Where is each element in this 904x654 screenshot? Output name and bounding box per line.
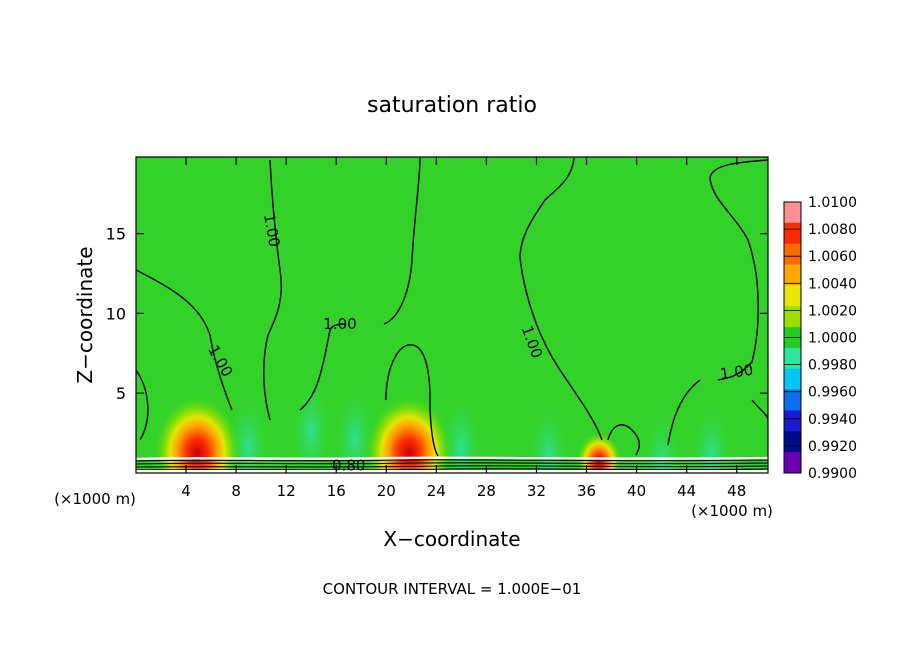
contour-label: 1.00 [323,315,356,333]
colorbar-label: 1.0100 [808,195,857,211]
x-tick-label: 16 [327,482,346,500]
y-axis-ticks: 5 10 15 [106,225,768,403]
colorbar-label: 0.9920 [808,439,857,455]
colorbar-swatch [784,452,801,474]
subsaturated-plume [289,354,334,465]
colorbar-label: 1.0020 [808,303,857,319]
contour-line [136,269,233,411]
colorbar-label: 0.9900 [808,466,857,482]
surface-contour [136,459,768,462]
contour-line [667,379,701,446]
colorbar-swatch [784,202,801,224]
contour-line [385,344,439,457]
y-axis-label: Z−coordinate [73,246,97,383]
chart-title: saturation ratio [367,93,537,118]
y-tick-label: 15 [106,225,126,244]
contour-line [709,159,768,381]
contour-line [136,369,149,441]
contour-label: 0.80 [332,456,365,474]
colorbar: 1.0100 1.0080 1.0060 1.0040 1.0020 1.0000 0.99… [783,195,857,482]
contour-line [383,157,421,325]
y-tick-label: 10 [106,304,126,323]
surface-band [136,470,768,473]
x-tick-label: 40 [627,482,646,500]
surface-contours [136,456,768,473]
x-tick-label: 24 [427,482,446,500]
hotspot [575,425,623,473]
contour-interval-note: CONTOUR INTERVAL = 1.000E−01 [323,580,582,598]
colorbar-label: 1.0060 [808,249,857,265]
x-tick-label: 36 [577,482,596,500]
surface-contour [136,468,768,471]
plot-frame [135,156,769,474]
colorbar-label: 0.9940 [808,412,857,428]
contour-label: 1.00 [260,212,284,248]
x-tick-label: 12 [277,482,296,500]
contour-line [299,323,347,411]
contour-label: 1.00 [719,361,755,383]
contour-labels: 1.001.001.00 1.001.000.80 [204,212,755,474]
x-tick-label: 4 [181,482,191,500]
colorbar-swatch [784,431,801,453]
x-axis-unit-right: (×1000 m) [691,502,773,520]
plot-area: 1.001.001.00 1.001.000.80 [136,157,768,474]
subsaturated-plume [689,378,734,473]
colorbar-swatch [784,222,801,245]
contour-lines [136,157,768,457]
colorbar-label: 1.0040 [808,276,857,292]
surface-contour [136,456,768,461]
hotspot [364,383,453,473]
y-tick-label: 5 [116,384,126,403]
x-tick-label: 48 [727,482,746,500]
x-axis-ticks: 4 8 12 16 20 24 28 32 36 40 44 48 [181,157,746,500]
subsaturated-plume [639,386,684,473]
x-tick-label: 8 [231,482,241,500]
field-layer [153,354,734,473]
subsaturated-plume [526,378,571,473]
colorbar-swatch [784,347,801,370]
contour-line [519,157,603,441]
colorbar-label: 1.0000 [808,331,857,347]
hotspot [153,383,242,473]
colorbar-swatch [784,243,801,266]
x-tick-label: 20 [377,482,396,500]
colorbar-label: 0.9980 [808,358,857,374]
colorbar-swatch [784,389,801,411]
colorbar-swatch [784,410,801,432]
contour-line [607,424,640,456]
x-tick-label: 44 [677,482,696,500]
contour-line [263,159,283,421]
colorbar-swatch [784,285,801,307]
x-axis-label: X−coordinate [383,527,520,551]
x-tick-label: 28 [477,482,496,500]
colorbar-label: 0.9960 [808,385,857,401]
colorbar-label: 1.0080 [808,222,857,238]
colorbar-swatch [784,264,801,286]
colorbar-swatch [784,306,801,328]
colorbar-swatch [784,368,801,391]
surface-contour [136,462,768,465]
x-tick-label: 32 [527,482,546,500]
x-axis-unit-left: (×1000 m) [54,490,136,508]
